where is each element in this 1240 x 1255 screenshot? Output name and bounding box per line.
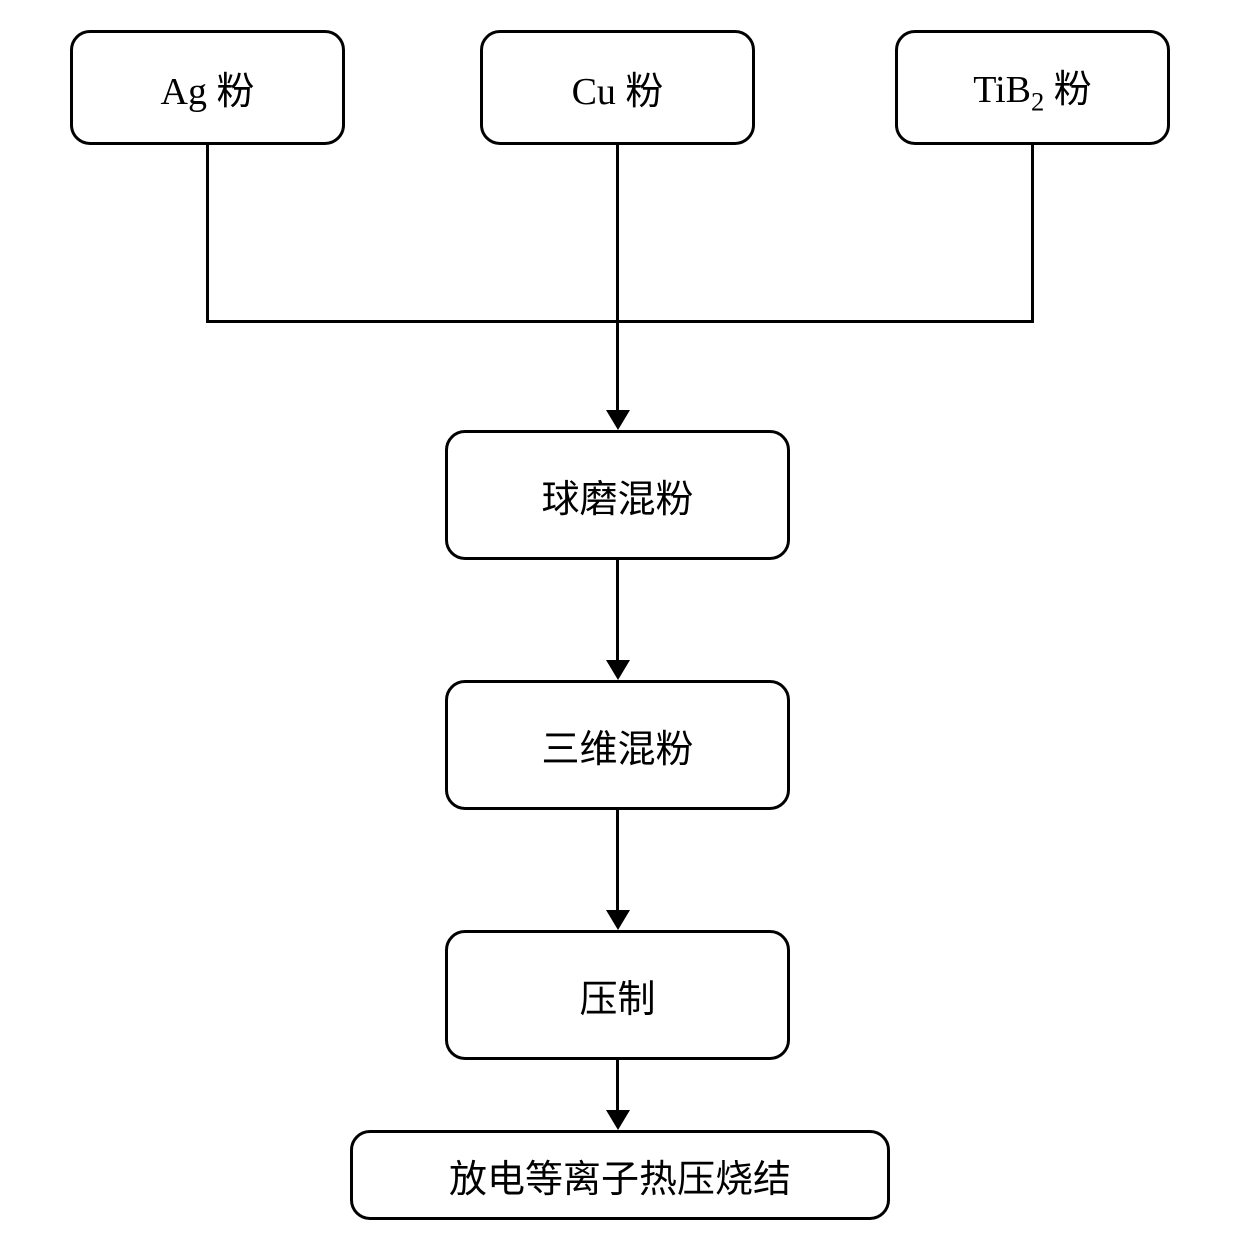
connector-tib2-down bbox=[1031, 145, 1034, 322]
connector-horizontal bbox=[206, 320, 1034, 323]
node-spark-plasma-sintering: 放电等离子热压烧结 bbox=[350, 1130, 890, 1220]
node-step2-label: 三维混粉 bbox=[541, 718, 693, 773]
node-ball-mill-mixing: 球磨混粉 bbox=[445, 430, 790, 560]
connector-cu-down bbox=[616, 145, 619, 322]
node-cu-label: Cu 粉 bbox=[572, 60, 664, 115]
connector-merge-to-step1 bbox=[616, 320, 619, 412]
node-ag-label: Ag 粉 bbox=[161, 60, 255, 115]
arrow-to-step1 bbox=[606, 410, 630, 430]
node-tib2-powder: TiB2 粉 bbox=[895, 30, 1170, 145]
connector-step2-to-step3 bbox=[616, 810, 619, 912]
node-ag-powder: Ag 粉 bbox=[70, 30, 345, 145]
node-step4-label: 放电等离子热压烧结 bbox=[449, 1148, 791, 1203]
arrow-to-step3 bbox=[606, 910, 630, 930]
node-tib2-label: TiB2 粉 bbox=[973, 58, 1092, 118]
node-pressing: 压制 bbox=[445, 930, 790, 1060]
connector-ag-down bbox=[206, 145, 209, 322]
node-step1-label: 球磨混粉 bbox=[541, 468, 693, 523]
flowchart-container: Ag 粉 Cu 粉 TiB2 粉 球磨混粉 三维混粉 压制 放电等离子热压烧结 bbox=[0, 0, 1240, 1255]
node-step3-label: 压制 bbox=[579, 968, 655, 1023]
node-cu-powder: Cu 粉 bbox=[480, 30, 755, 145]
arrow-to-step2 bbox=[606, 660, 630, 680]
connector-step1-to-step2 bbox=[616, 560, 619, 662]
node-3d-mixing: 三维混粉 bbox=[445, 680, 790, 810]
connector-step3-to-step4 bbox=[616, 1060, 619, 1112]
arrow-to-step4 bbox=[606, 1110, 630, 1130]
